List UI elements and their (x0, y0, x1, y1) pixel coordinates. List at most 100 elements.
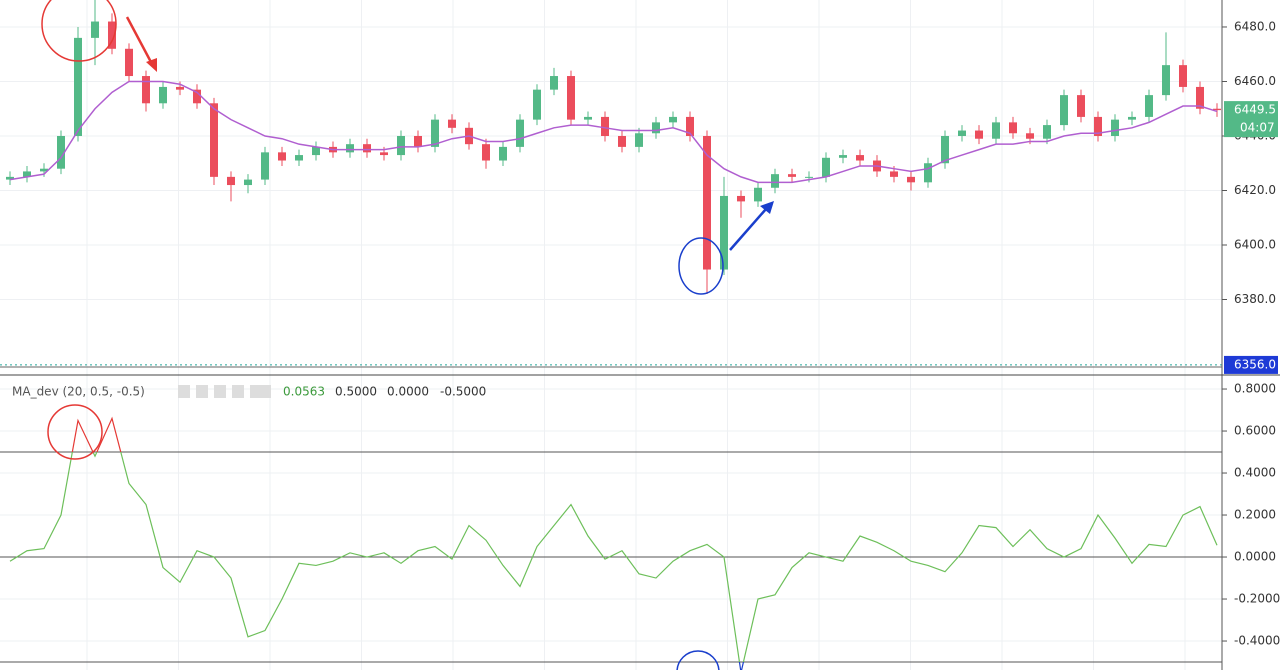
icon[interactable] (196, 385, 208, 398)
candle-body (1145, 95, 1153, 117)
candle-body (533, 89, 541, 120)
candle-body (227, 176, 235, 186)
candle-body (635, 133, 643, 147)
candle-body (176, 86, 184, 90)
y-tick-label: 6480.0 (1234, 19, 1276, 33)
candle-body (499, 146, 507, 161)
candle-body (669, 116, 677, 123)
candle-body (703, 135, 711, 270)
y-tick-label: 6380.0 (1234, 292, 1276, 306)
candle-body (550, 76, 558, 90)
y-tick-label: 0.0000 (1234, 550, 1276, 564)
candle-body (890, 171, 898, 177)
candle-body (23, 171, 31, 177)
indicator-pane (0, 416, 1222, 670)
y-tick-label: 6460.0 (1234, 74, 1276, 88)
marker-label: 6356.0 (1234, 357, 1276, 371)
candle-body (346, 144, 354, 153)
candle-body (448, 119, 456, 128)
arrow-head (760, 201, 774, 214)
candle-body (1026, 133, 1034, 139)
candle-body (805, 176, 813, 178)
annotations (41, 0, 774, 670)
annotation-circle (41, 0, 117, 62)
annotation-arrow (729, 208, 767, 251)
candle-body (74, 37, 82, 136)
level-value: -0.5000 (440, 385, 486, 399)
candle-body (907, 176, 915, 183)
indicator-line (71, 416, 122, 453)
y-tick-label: -0.2000 (1234, 592, 1280, 606)
candle-body (1043, 125, 1051, 139)
candle-body (737, 195, 745, 202)
candle-body (1162, 65, 1170, 96)
candle-body (414, 135, 422, 147)
candle-body (1009, 122, 1017, 134)
grid (0, 0, 1222, 670)
candle-body (754, 187, 762, 202)
candle-body (1128, 116, 1136, 120)
candle-body (567, 76, 575, 120)
marker-box (1224, 355, 1278, 374)
candle-body (210, 103, 218, 177)
y-tick-label: 0.2000 (1234, 508, 1276, 522)
candle-body (771, 174, 779, 188)
y-tick-label: -0.4000 (1234, 634, 1280, 648)
candle-body (108, 21, 116, 49)
price-axis: 6380.06400.06420.06440.06460.06480.06356… (1222, 19, 1280, 648)
indicator-line (738, 662, 745, 670)
candle-body (125, 48, 133, 77)
y-tick-label: 6420.0 (1234, 183, 1276, 197)
annotation-arrow (125, 16, 154, 65)
candle-body (941, 135, 949, 164)
candle-body (6, 176, 14, 180)
candle-body (1094, 116, 1102, 136)
indicator-title: MA_dev (20, 0.5, -0.5) (12, 385, 145, 399)
candle-body (482, 144, 490, 161)
candle-body (618, 135, 626, 147)
annotation-circle (678, 237, 724, 295)
icon[interactable] (232, 385, 244, 398)
annotation-circle (47, 404, 103, 460)
moving-average (9, 80, 1218, 184)
candle-body (822, 157, 830, 177)
candle-body (431, 119, 439, 147)
y-tick-label: 0.8000 (1234, 382, 1276, 396)
indicator-header: MA_dev (20, 0.5, -0.5) 0.0563 0.5000 0.0… (12, 385, 486, 399)
candle-body (1077, 95, 1085, 117)
icon[interactable] (259, 385, 271, 398)
candle-body (601, 116, 609, 136)
icon[interactable] (178, 385, 190, 398)
candle-body (40, 168, 48, 172)
candle-body (91, 21, 99, 38)
candle-body (363, 144, 371, 153)
y-tick-label: 0.6000 (1234, 424, 1276, 438)
candle-body (958, 130, 966, 136)
candle-body (380, 152, 388, 156)
last-price-label: 6449.5 (1234, 103, 1276, 117)
candle-body (278, 152, 286, 161)
candle-body (516, 119, 524, 147)
candle-body (261, 152, 269, 180)
candle-body (1060, 95, 1068, 126)
candle-body (193, 89, 201, 104)
candle-body (924, 163, 932, 183)
y-tick-label: 6400.0 (1234, 238, 1276, 252)
indicator-line (9, 452, 1218, 663)
candle-body (839, 155, 847, 158)
candle-body (856, 155, 864, 161)
candle-body (142, 76, 150, 104)
annotation-circle (676, 650, 720, 670)
candle-body (788, 174, 796, 177)
candle-body (1111, 119, 1119, 136)
countdown: 04:07 (1240, 121, 1275, 135)
candle-body (57, 135, 65, 169)
price-pane (0, 0, 1222, 366)
y-tick-label: 0.4000 (1234, 466, 1276, 480)
candle-body (652, 122, 660, 134)
candle-body (295, 155, 303, 161)
last-price-box (1224, 101, 1278, 138)
indicator-value: 0.0563 (283, 385, 325, 399)
icon[interactable] (214, 385, 226, 398)
